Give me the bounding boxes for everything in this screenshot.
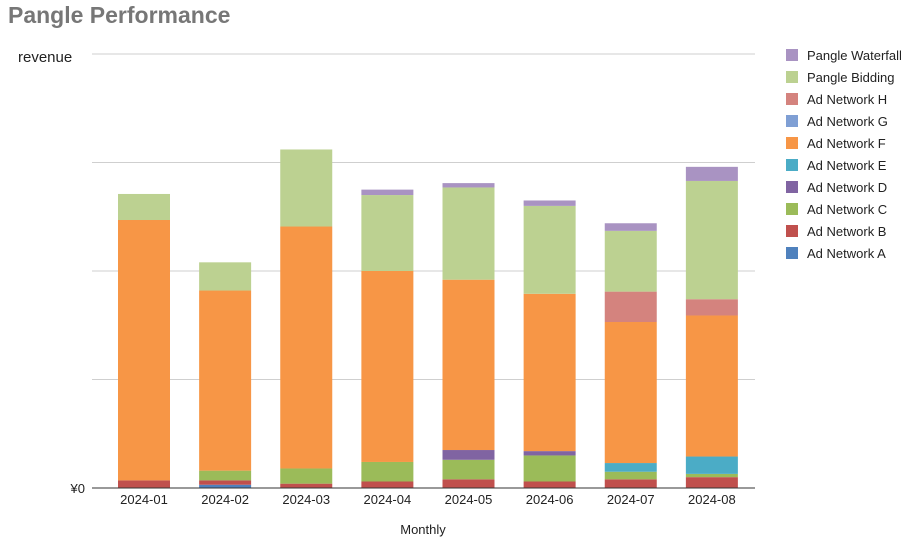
bar-segment	[523, 451, 576, 456]
bar-segment	[361, 195, 414, 271]
x-tick-labels: 2024-01 2024-02 2024-03 2024-04 2024-05 2024-…	[120, 492, 736, 507]
x-tick-label: 2024-06	[526, 492, 574, 507]
bar-segment	[604, 463, 657, 472]
bar-segment	[604, 291, 657, 322]
bar-segment	[442, 450, 495, 460]
legend-label: Pangle Bidding	[807, 69, 895, 85]
legend-item[interactable]: Ad Network H	[786, 88, 902, 110]
bar-segment	[442, 187, 495, 280]
legend-swatch	[786, 159, 798, 171]
legend-label: Ad Network G	[807, 113, 888, 129]
legend-label: Ad Network E	[807, 157, 887, 173]
bar-segment	[118, 220, 170, 481]
legend-item[interactable]: Ad Network E	[786, 154, 902, 176]
legend-swatch	[786, 181, 798, 193]
bar-segment	[685, 166, 738, 181]
bar-segment	[685, 477, 738, 488]
x-tick-label: 2024-03	[282, 492, 330, 507]
bar-segment	[199, 262, 252, 291]
bar-segment	[199, 290, 252, 471]
x-axis-label: Monthly	[400, 522, 446, 537]
bar-segment	[442, 183, 495, 188]
bar-segment	[523, 200, 576, 206]
legend-item[interactable]: Ad Network C	[786, 198, 902, 220]
bar-segment	[280, 468, 333, 484]
legend-label: Ad Network C	[807, 201, 888, 217]
bar-segment	[118, 480, 170, 488]
bar-segment	[685, 299, 738, 316]
legend-item[interactable]: Ad Network F	[786, 132, 902, 154]
legend-label: Ad Network H	[807, 91, 888, 107]
legend-swatch	[786, 247, 798, 259]
bar-segment	[118, 193, 170, 221]
bar-segment	[361, 271, 414, 462]
legend-swatch	[786, 93, 798, 105]
legend-swatch	[786, 115, 798, 127]
bar-segment	[442, 279, 495, 451]
bar-segment	[523, 455, 576, 482]
legend-item[interactable]: Pangle Bidding	[786, 66, 902, 88]
legend-swatch	[786, 49, 798, 61]
bar-segment	[280, 149, 333, 227]
bar-segment	[604, 321, 657, 464]
legend: Pangle Waterfall Pangle Bidding Ad Network…	[786, 44, 902, 264]
legend-item[interactable]: Pangle Waterfall	[786, 44, 902, 66]
bar-segment	[280, 483, 333, 488]
bar-segment	[442, 479, 495, 488]
bar-segment	[361, 189, 414, 196]
legend-item[interactable]: Ad Network G	[786, 110, 902, 132]
bar-segment	[280, 226, 333, 469]
x-tick-label: 2024-01	[120, 492, 168, 507]
x-tick-label: 2024-02	[201, 492, 249, 507]
bar-segment	[442, 459, 495, 480]
bar-segment	[685, 180, 738, 300]
page-title: Pangle Performance	[8, 2, 231, 28]
bar-segment	[199, 484, 252, 488]
bar-segment	[604, 223, 657, 231]
legend-label: Ad Network F	[807, 135, 886, 151]
bar-segment	[604, 471, 657, 480]
x-tick-label: 2024-05	[445, 492, 493, 507]
bar-segment	[604, 479, 657, 488]
legend-swatch	[786, 225, 798, 237]
legend-label: Ad Network D	[807, 179, 888, 195]
legend-label: Ad Network A	[807, 245, 886, 261]
legend-item[interactable]: Ad Network B	[786, 220, 902, 242]
bars	[118, 149, 738, 488]
legend-swatch	[786, 203, 798, 215]
x-tick-label: 2024-08	[688, 492, 736, 507]
legend-label: Pangle Waterfall	[807, 47, 902, 63]
bar-segment	[685, 473, 738, 478]
bar-segment	[199, 480, 252, 485]
y-zero-tick-label: ¥0	[70, 481, 85, 496]
bar-segment	[604, 230, 657, 292]
legend-swatch	[786, 137, 798, 149]
x-tick-label: 2024-04	[364, 492, 412, 507]
legend-label: Ad Network B	[807, 223, 887, 239]
bar-segment	[523, 205, 576, 294]
legend-swatch	[786, 71, 798, 83]
x-tick-label: 2024-07	[607, 492, 655, 507]
bar-segment	[685, 456, 738, 474]
bar-segment	[199, 470, 252, 481]
bar-segment	[361, 481, 414, 488]
bar-segment	[523, 481, 576, 488]
bar-segment	[523, 293, 576, 452]
legend-item[interactable]: Ad Network D	[786, 176, 902, 198]
bar-segment	[685, 315, 738, 457]
y-axis-label: revenue	[18, 49, 72, 66]
bar-segment	[361, 461, 414, 482]
legend-item[interactable]: Ad Network A	[786, 242, 902, 264]
